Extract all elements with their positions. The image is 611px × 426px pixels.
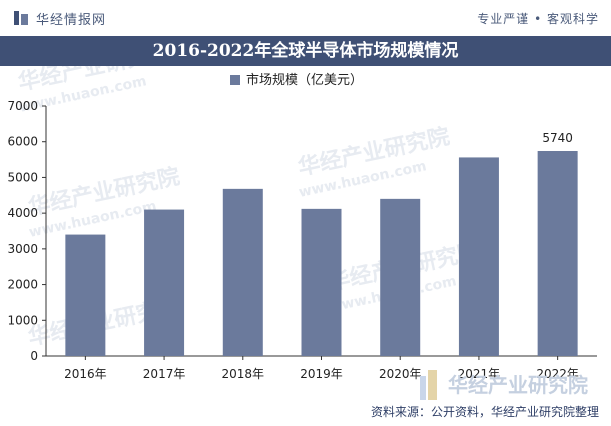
bar: [537, 151, 578, 356]
bar-chart: 华经产业研究院 www.huaon.com 华经产业研究院 www.huaon.…: [7, 66, 597, 400]
bar: [380, 198, 421, 356]
brand-name: 华经情报网: [36, 13, 107, 28]
chart-title: 2016-2022年全球半导体市场规模情况: [0, 36, 611, 66]
plot-area: 0 1000 2000 3000 4000 5000 6000 7000 2016年 2017年 2…: [7, 72, 597, 381]
y-tick-label: 6000: [7, 135, 38, 149]
y-tick-label: 2000: [7, 278, 38, 292]
brand-logo-icon: [14, 11, 28, 25]
bar: [301, 208, 342, 356]
bar: [144, 209, 185, 356]
y-tick-label: 3000: [7, 242, 38, 256]
x-tick-label: 2018年: [222, 367, 265, 381]
bar: [222, 188, 263, 356]
bar: [458, 157, 499, 356]
x-tick-label: 2020年: [379, 367, 422, 381]
x-tick-label: 2016年: [64, 367, 107, 381]
legend-label: 市场规模（亿美元）: [246, 72, 363, 88]
bar: [65, 234, 106, 356]
top-bar: 华经情报网 专业严谨 • 客观科学: [0, 0, 611, 36]
brand-slogan: 专业严谨 • 客观科学: [477, 12, 599, 26]
x-tick-label: 2022年: [536, 367, 579, 381]
y-tick-label: 5000: [7, 170, 38, 184]
source-note: 资料来源：公开资料，华经产业研究院整理: [370, 405, 599, 419]
watermark-text: 华经产业研究院: [448, 373, 588, 397]
x-tick-label: 2019年: [300, 367, 343, 381]
x-tick-label: 2017年: [143, 367, 186, 381]
y-tick-label: 7000: [7, 99, 38, 113]
x-tick-label: 2021年: [458, 367, 501, 381]
y-tick-label: 0: [30, 349, 38, 363]
bottom-watermark: 华经产业研究院: [420, 370, 588, 400]
legend-swatch: [230, 75, 240, 85]
data-label: 5740: [542, 131, 573, 145]
y-tick-label: 1000: [7, 313, 38, 327]
y-tick-label: 4000: [7, 206, 38, 220]
